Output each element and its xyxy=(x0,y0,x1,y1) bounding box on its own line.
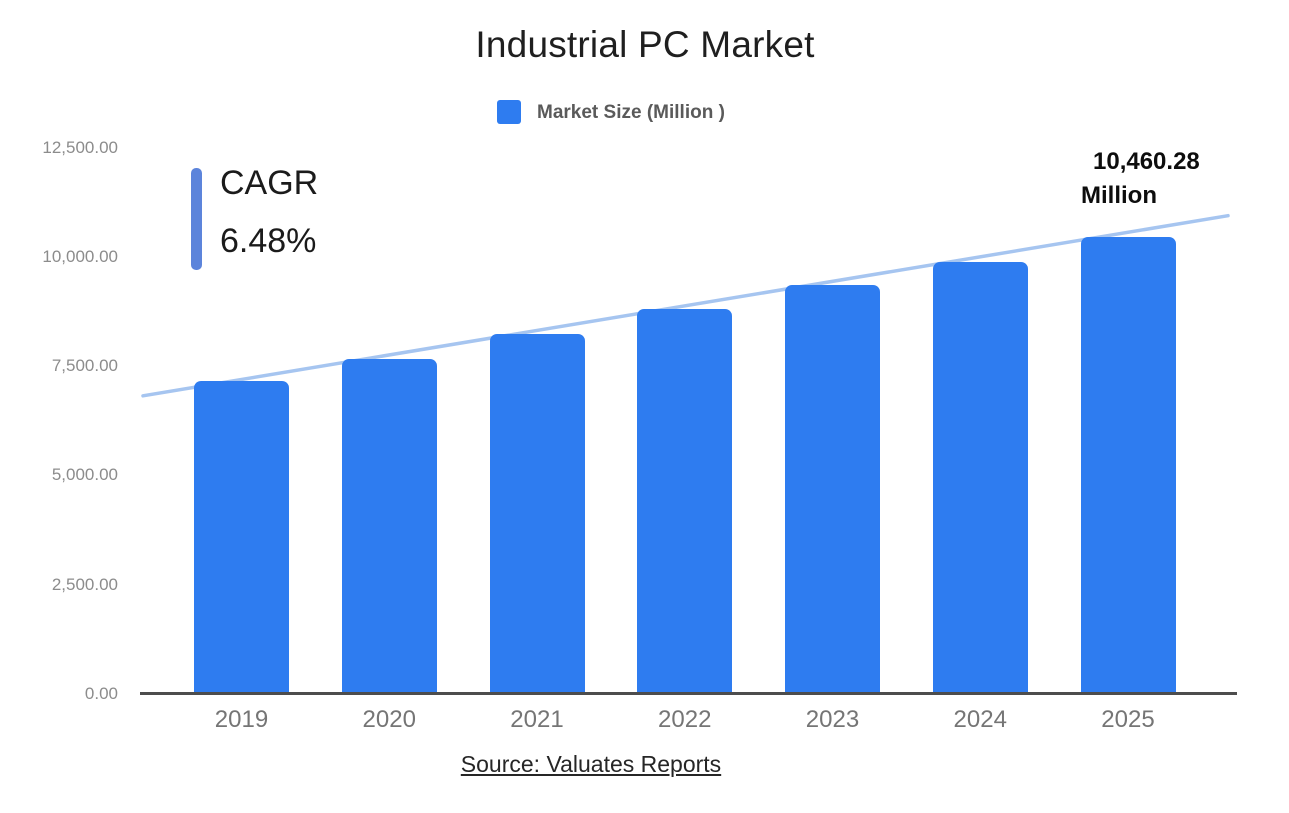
x-axis-label-2024: 2024 xyxy=(953,706,1007,733)
legend-swatch-icon xyxy=(497,100,521,124)
bar-2019 xyxy=(194,380,289,693)
cagr-label: CAGR xyxy=(220,164,319,202)
source-link[interactable]: Source: Valuates Reports xyxy=(460,751,722,777)
bar-2022 xyxy=(637,308,733,693)
legend-label: Market Size (Million ) xyxy=(537,102,725,123)
x-axis-label-2025: 2025 xyxy=(1101,706,1155,733)
bar-2023 xyxy=(785,284,880,693)
y-axis-tick-label: 0.00 xyxy=(84,684,118,703)
cagr-value: 6.48% xyxy=(220,222,317,260)
bar-2025-unit-annotation: Million xyxy=(1081,182,1157,209)
chart-title: Industrial PC Market xyxy=(475,24,815,65)
bar-2025-value-annotation: 10,460.28 xyxy=(1093,148,1200,175)
bar-2020 xyxy=(341,359,437,693)
y-axis-tick-label: 7,500.00 xyxy=(51,356,118,376)
x-axis-label-2021: 2021 xyxy=(510,706,564,733)
x-axis-line xyxy=(140,692,1237,695)
x-axis-label-2023: 2023 xyxy=(805,706,860,733)
bar-2021 xyxy=(489,333,585,693)
x-axis-label-2022: 2022 xyxy=(658,706,712,733)
x-axis-label-2020: 2020 xyxy=(362,706,416,733)
y-axis-tick-label: 2,500.00 xyxy=(51,574,118,594)
bar-2024 xyxy=(932,261,1028,693)
y-axis-tick-label: 12,500.00 xyxy=(42,137,118,157)
bar-2025 xyxy=(1080,236,1176,693)
y-axis-tick-label: 5,000.00 xyxy=(51,465,118,485)
x-axis-label-2019: 2019 xyxy=(214,706,269,733)
cagr-accent-bar-icon xyxy=(191,168,202,270)
y-axis-tick-label: 10,000.00 xyxy=(42,246,118,266)
